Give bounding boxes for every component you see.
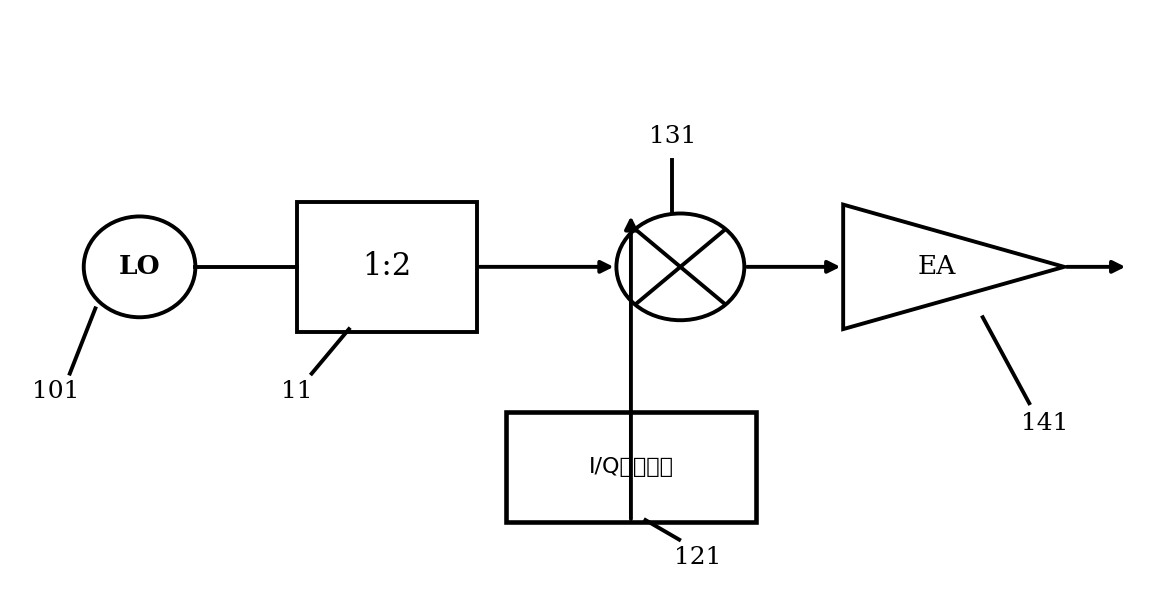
Text: LO: LO bbox=[119, 254, 160, 279]
Text: 131: 131 bbox=[649, 125, 695, 148]
Text: 1:2: 1:2 bbox=[362, 251, 412, 282]
Text: 11: 11 bbox=[280, 380, 313, 403]
Text: 101: 101 bbox=[33, 380, 79, 403]
Text: I/Q基带信号: I/Q基带信号 bbox=[588, 457, 673, 477]
Bar bbox=[297, 202, 477, 332]
Text: 141: 141 bbox=[1021, 413, 1068, 435]
Bar bbox=[506, 412, 756, 522]
Text: 121: 121 bbox=[675, 546, 721, 569]
Text: EA: EA bbox=[918, 254, 956, 279]
